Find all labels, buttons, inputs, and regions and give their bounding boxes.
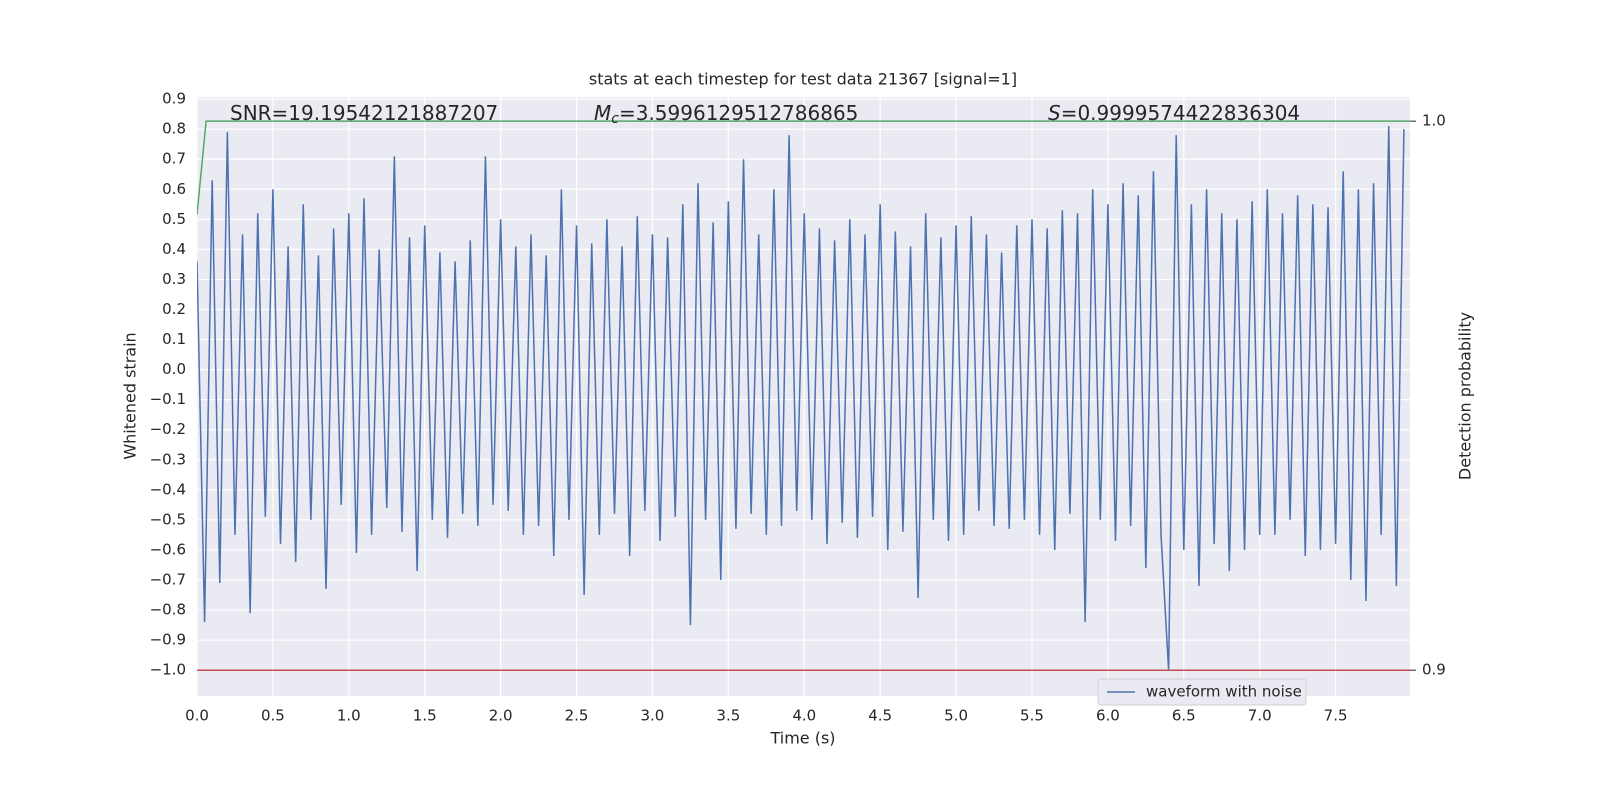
legend-box [1097, 678, 1307, 706]
y-tick-label: −0.5 [150, 510, 186, 528]
y2-axis-label: Detection probability [1456, 312, 1475, 480]
x-tick-label: 7.0 [1248, 707, 1272, 725]
y-tick-label: 0.0 [162, 360, 186, 378]
y-tick-label: 0.1 [162, 330, 186, 348]
chart-title: stats at each timestep for test data 213… [589, 70, 1017, 89]
y-tick-label: 0.7 [162, 150, 186, 168]
legend-label: waveform with noise [1146, 683, 1302, 701]
y-tick-label: −0.8 [150, 601, 186, 619]
annotation-text: SNR=19.19542121887207 [230, 101, 498, 125]
plot-area [197, 97, 1410, 696]
annotation-text: =0.9999574422836304 [1061, 101, 1300, 125]
y-tick-label: 0.3 [162, 270, 186, 288]
x-tick-label: 2.0 [489, 707, 513, 725]
x-tick-label: 3.0 [641, 707, 665, 725]
x-tick-label: 2.5 [565, 707, 589, 725]
x-tick-label: 3.5 [716, 707, 740, 725]
annotation: S=0.9999574422836304 [1048, 101, 1300, 125]
x-tick-label: 5.0 [944, 707, 968, 725]
data-line [197, 126, 1405, 671]
x-tick-label: 0.0 [185, 707, 209, 725]
annotation-subscript: c [611, 111, 619, 127]
y-tick-label: 0.5 [162, 210, 186, 228]
x-tick-label: 4.0 [792, 707, 816, 725]
annotation-symbol: M [594, 101, 611, 125]
x-tick-label: 7.5 [1324, 707, 1348, 725]
y-tick-label: 0.4 [162, 240, 186, 258]
y2-tick-label: 0.9 [1422, 661, 1446, 679]
y-tick-label: 0.6 [162, 180, 186, 198]
y-tick-label: 0.8 [162, 120, 186, 138]
y-tick-label: −0.6 [150, 540, 186, 558]
y-tick-label: −0.7 [150, 570, 186, 588]
y-tick-label: −0.4 [150, 480, 186, 498]
y-tick-label: −0.2 [150, 420, 186, 438]
annotation: SNR=19.19542121887207 [230, 101, 498, 125]
y2-tick-label: 1.0 [1422, 112, 1446, 130]
x-tick-label: 1.5 [413, 707, 437, 725]
x-tick-label: 6.5 [1172, 707, 1196, 725]
x-tick-label: 0.5 [261, 707, 285, 725]
data-line [197, 120, 1410, 215]
x-tick-label: 1.0 [337, 707, 361, 725]
x-axis-label: Time (s) [769, 729, 835, 748]
y-tick-label: −1.0 [150, 661, 186, 679]
y-axis-label: Whitened strain [121, 332, 140, 459]
annotation: Mc=3.5996129512786865 [594, 101, 858, 128]
y-tick-label: 0.2 [162, 300, 186, 318]
annotation-symbol: S [1048, 101, 1061, 125]
x-tick-label: 5.5 [1020, 707, 1044, 725]
x-tick-label: 4.5 [868, 707, 892, 725]
y-tick-label: −0.1 [150, 390, 186, 408]
y-tick-label: −0.3 [150, 450, 186, 468]
annotation-text: =3.5996129512786865 [619, 101, 858, 125]
y-tick-label: 0.9 [162, 90, 186, 108]
x-tick-label: 6.0 [1096, 707, 1120, 725]
y-tick-label: −0.9 [150, 631, 186, 649]
